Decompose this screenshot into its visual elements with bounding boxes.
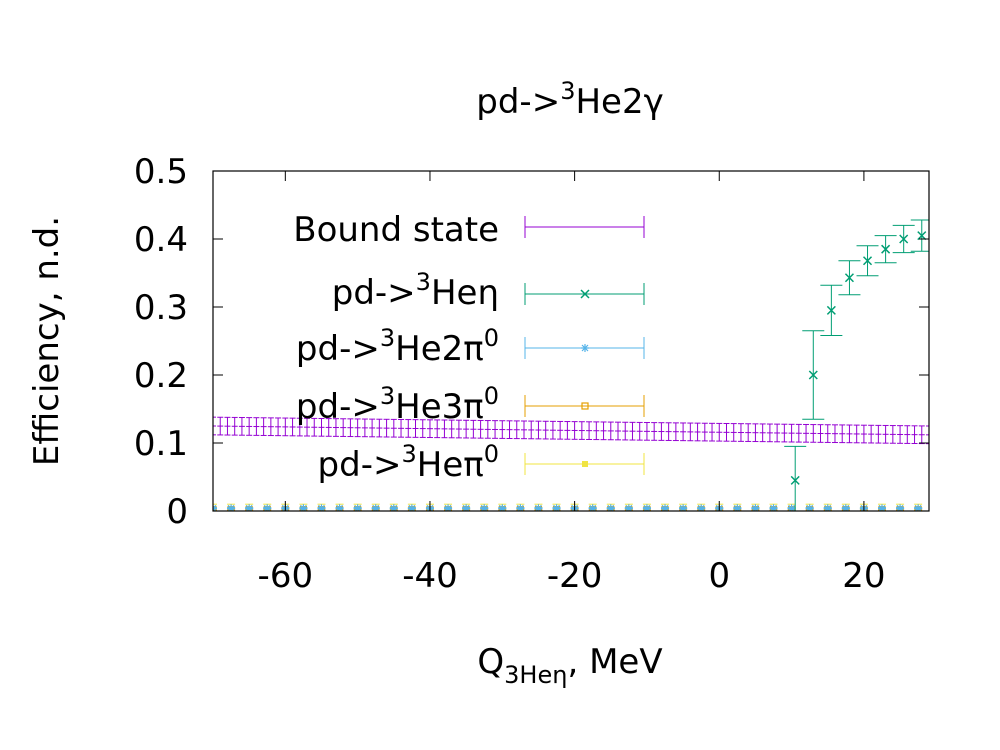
data-point — [917, 231, 927, 241]
data-point — [679, 504, 688, 511]
data-point — [877, 504, 886, 511]
data-point — [899, 234, 909, 244]
data-point — [588, 504, 597, 511]
legend-label-base: Bound state — [293, 210, 499, 250]
legend-label: pd->3Heη — [332, 268, 499, 313]
y-tick-label: 0.5 — [134, 152, 188, 192]
data-point — [751, 504, 760, 511]
legend-label-sup: 3 — [380, 324, 395, 352]
data-point — [841, 504, 850, 511]
data-point — [317, 504, 326, 511]
data-point — [805, 504, 814, 511]
legend-entry: pd->3Heπ0 — [318, 440, 645, 485]
plot-frame — [212, 170, 930, 512]
data-point — [552, 504, 561, 511]
data-point — [353, 504, 362, 511]
data-point — [808, 370, 818, 380]
data-point — [769, 504, 778, 511]
data-point — [534, 504, 543, 511]
data-point — [371, 504, 380, 511]
series-4 — [213, 503, 923, 511]
legend-entry: pd->3Heη — [332, 268, 645, 313]
data-point — [582, 461, 588, 467]
legend-label-base: pd-> — [296, 329, 380, 369]
data-point — [881, 244, 891, 254]
data-point — [844, 273, 854, 283]
data-point — [697, 504, 706, 511]
data-point — [480, 504, 489, 511]
legend-label: pd->3He2π0 — [296, 324, 499, 369]
data-point — [299, 504, 308, 511]
data-point — [787, 504, 796, 511]
data-point — [227, 504, 236, 511]
legend-label: pd->3He3π0 — [296, 382, 499, 427]
x-tick-label: -20 — [547, 556, 603, 596]
legend-label-rest: Heπ — [417, 445, 484, 485]
legend: Bound statepd->3Heηpd->3He2π0pd->3He3π0p… — [293, 210, 645, 485]
data-point — [642, 504, 651, 511]
data-point — [498, 504, 507, 511]
x-axis-label: Q3Heη, MeV — [477, 642, 662, 689]
chart-title: pd->3He2γ — [476, 77, 663, 122]
legend-label: pd->3Heπ0 — [318, 440, 499, 485]
legend-entry: Bound state — [293, 210, 645, 250]
legend-label: Bound state — [293, 210, 499, 250]
data-point — [335, 504, 344, 511]
legend-label-rest: He3π — [395, 387, 484, 427]
legend-label-sup2: 0 — [484, 440, 499, 468]
data-point — [606, 504, 615, 511]
legend-label-rest: Heη — [431, 273, 499, 313]
data-point — [245, 504, 254, 511]
data-point — [213, 506, 217, 511]
legend-label-rest: He2π — [395, 329, 484, 369]
series-3 — [213, 506, 923, 511]
data-point — [407, 504, 416, 511]
x-tick-label: -60 — [258, 556, 314, 596]
y-tick-label: 0.4 — [134, 220, 188, 260]
data-point — [444, 504, 453, 511]
data-point — [581, 344, 589, 352]
data-point — [862, 256, 873, 266]
data-point — [896, 504, 905, 511]
data-point — [914, 504, 923, 511]
legend-label-sup: 3 — [401, 440, 416, 468]
y-tick-label: 0.1 — [134, 424, 188, 464]
legend-entry: pd->3He2π0 — [296, 324, 645, 369]
data-point — [581, 402, 589, 410]
x-tick-label: -40 — [402, 556, 458, 596]
y-axis-label: Efficiency, n.d. — [27, 216, 67, 466]
legend-label-base: pd-> — [296, 387, 380, 427]
x-tick-label: 0 — [708, 556, 730, 596]
x-tick-label: 20 — [842, 556, 885, 596]
series-1 — [784, 219, 929, 511]
data-point — [580, 289, 590, 299]
legend-entry: pd->3He3π0 — [296, 382, 645, 427]
data-point — [389, 504, 398, 511]
y-tick-label: 0 — [166, 492, 188, 532]
y-tick-label: 0.2 — [134, 356, 188, 396]
legend-label-sup: 3 — [416, 268, 431, 296]
legend-label-sup: 3 — [380, 382, 395, 410]
data-point — [826, 305, 836, 315]
legend-label-base: pd-> — [332, 273, 416, 313]
legend-label-sup2: 0 — [484, 382, 499, 410]
data-point — [462, 504, 471, 511]
data-point — [823, 504, 832, 511]
data-point — [263, 504, 272, 511]
legend-label-base: pd-> — [318, 445, 402, 485]
data-point — [661, 504, 670, 511]
series-0 — [213, 416, 929, 445]
y-tick-label: 0.3 — [134, 288, 188, 328]
data-point — [790, 475, 800, 485]
data-point — [516, 504, 525, 511]
legend-label-sup2: 0 — [484, 324, 499, 352]
data-point — [624, 504, 633, 511]
data-point — [733, 504, 742, 511]
